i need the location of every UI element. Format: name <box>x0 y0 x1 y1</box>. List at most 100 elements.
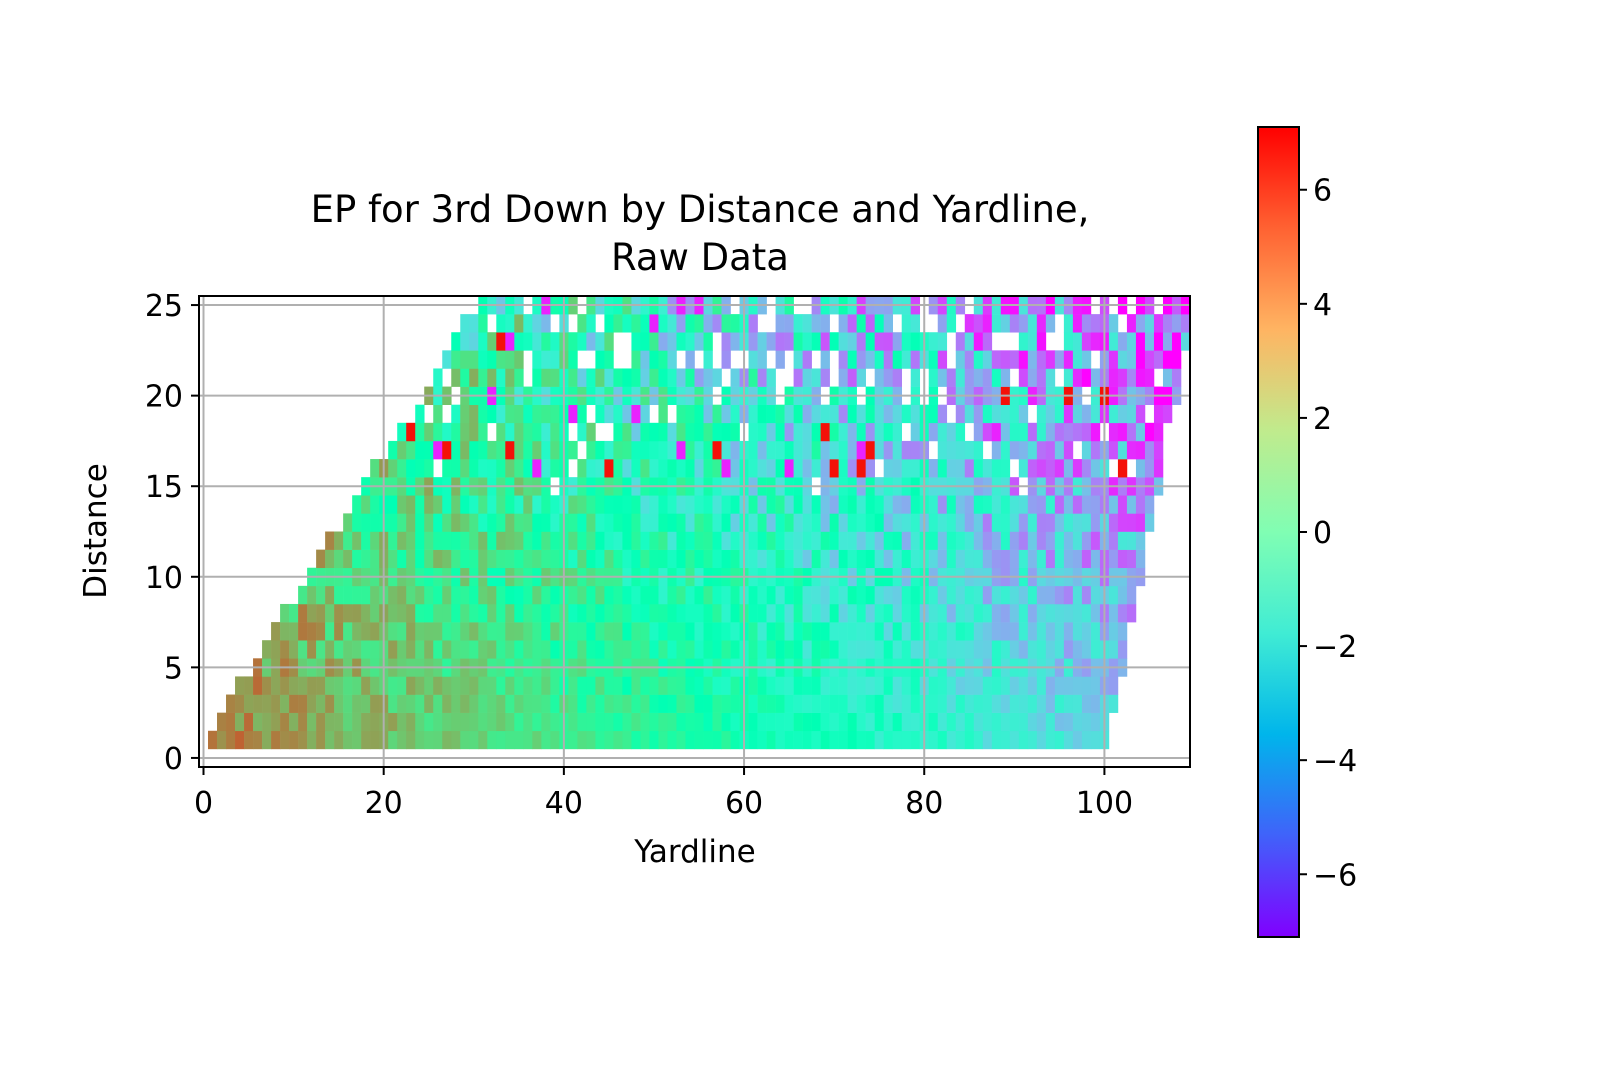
heatmap-cell <box>451 712 461 732</box>
heatmap-cell <box>1063 459 1074 478</box>
heatmap-cell <box>811 585 821 605</box>
heatmap-cell <box>460 730 470 750</box>
heatmap-cell <box>1018 495 1029 514</box>
heatmap-cell <box>874 368 884 387</box>
heatmap-cell <box>1171 332 1182 351</box>
heatmap-cell <box>298 694 308 713</box>
heatmap-cell <box>928 459 939 478</box>
heatmap-cell <box>217 712 227 732</box>
heatmap-cell <box>685 495 695 514</box>
heatmap-cell <box>397 440 407 460</box>
heatmap-cell <box>793 622 803 641</box>
heatmap-cell <box>838 549 848 569</box>
heatmap-cell <box>865 712 875 732</box>
heatmap-cell <box>1117 350 1128 369</box>
heatmap-cell <box>991 585 1002 605</box>
heatmap-cell <box>361 495 371 514</box>
heatmap-cell <box>622 314 632 333</box>
heatmap-cell <box>613 531 623 550</box>
heatmap-cell <box>721 694 731 713</box>
heatmap-cell <box>478 314 488 333</box>
heatmap-cell <box>847 404 857 424</box>
heatmap-cell <box>568 531 578 550</box>
heatmap-cell <box>496 404 506 424</box>
heatmap-cell <box>946 422 957 442</box>
heatmap-cell <box>982 640 993 659</box>
heatmap-cell <box>1027 730 1038 750</box>
heatmap-cell <box>973 712 984 732</box>
heatmap-cell <box>946 694 957 713</box>
heatmap-cell <box>271 730 281 750</box>
heatmap-cell <box>577 712 587 732</box>
heatmap-cell <box>883 622 893 641</box>
heatmap-cell <box>892 350 903 369</box>
heatmap-cell <box>1063 730 1074 750</box>
heatmap-cell <box>586 549 596 569</box>
heatmap-cell <box>829 694 839 713</box>
heatmap-cell <box>595 404 605 424</box>
heatmap-cell <box>640 531 650 550</box>
heatmap-cell <box>649 640 659 659</box>
heatmap-cell <box>811 459 821 478</box>
heatmap-cell <box>937 368 948 387</box>
heatmap-cell <box>631 730 641 750</box>
heatmap-cell <box>811 603 821 623</box>
heatmap-cell <box>775 730 785 750</box>
heatmap-cell <box>541 622 551 641</box>
heatmap-cell <box>1036 350 1047 369</box>
heatmap-cell <box>289 676 299 695</box>
heatmap-cell <box>289 622 299 641</box>
heatmap-cell <box>748 314 758 333</box>
heatmap-cell <box>946 585 957 605</box>
heatmap-cell <box>820 549 830 569</box>
heatmap-cell <box>991 440 1002 460</box>
heatmap-cell <box>442 640 452 659</box>
heatmap-cell <box>955 640 966 659</box>
heatmap-cell <box>433 585 443 605</box>
heatmap-cell <box>901 513 912 532</box>
heatmap-cell <box>226 694 236 713</box>
heatmap-cell <box>550 513 560 532</box>
heatmap-cell <box>964 459 975 478</box>
y-tick-label: 0 <box>164 742 183 777</box>
heatmap-cell <box>406 694 416 713</box>
heatmap-cell <box>964 676 975 695</box>
heatmap-cell <box>262 640 272 659</box>
heatmap-cell <box>235 730 245 750</box>
heatmap-cell <box>613 603 623 623</box>
heatmap-cell <box>865 676 875 695</box>
heatmap-cell <box>1018 314 1029 333</box>
heatmap-cell <box>703 730 713 750</box>
heatmap-cell <box>820 404 830 424</box>
heatmap-cell <box>829 495 839 514</box>
heatmap-cell <box>1072 622 1083 641</box>
heatmap-cell <box>1018 513 1029 532</box>
heatmap-cell <box>460 350 470 369</box>
heatmap-cell <box>775 513 785 532</box>
heatmap-cell <box>496 440 506 460</box>
heatmap-cell <box>649 603 659 623</box>
heatmap-cell <box>802 676 812 695</box>
heatmap-cell <box>838 531 848 550</box>
heatmap-cell <box>523 622 533 641</box>
heatmap-cell <box>811 622 821 641</box>
heatmap-cell <box>622 622 632 641</box>
heatmap-cell <box>964 404 975 424</box>
heatmap-cell <box>388 585 398 605</box>
heatmap-cell <box>973 622 984 641</box>
heatmap-cell <box>388 440 398 460</box>
heatmap-cell <box>415 676 425 695</box>
heatmap-cell <box>982 495 993 514</box>
heatmap-cell <box>496 640 506 659</box>
heatmap-cell <box>487 513 497 532</box>
heatmap-cell <box>856 549 866 569</box>
heatmap-cell <box>397 640 407 659</box>
heatmap-cell <box>280 676 290 695</box>
heatmap-cell <box>892 603 903 623</box>
heatmap-cell <box>496 350 506 369</box>
heatmap-cell <box>361 513 371 532</box>
heatmap-cell <box>1117 495 1128 514</box>
heatmap-cell <box>865 549 875 569</box>
heatmap-cell <box>280 622 290 641</box>
heatmap-cell <box>865 730 875 750</box>
